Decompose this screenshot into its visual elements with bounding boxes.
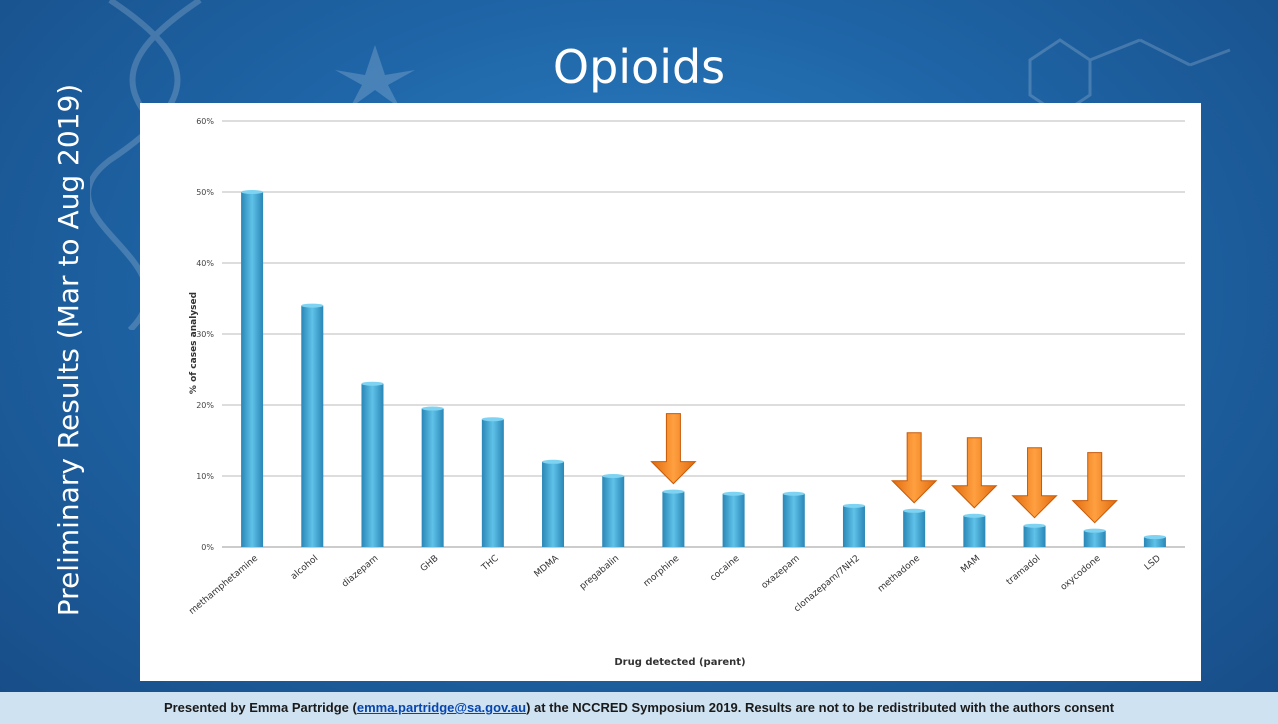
side-title: Preliminary Results (Mar to Aug 2019): [52, 83, 85, 617]
bar-cap: [722, 491, 745, 496]
bar-clonazepam-7nh2: [842, 505, 865, 547]
bar-ghb: [421, 408, 444, 547]
bar-cap: [842, 503, 865, 508]
bar-alcohol: [301, 305, 324, 547]
highlight-arrow-oxycodone: [1071, 452, 1118, 524]
highlight-arrow-tramadol: [1011, 447, 1058, 519]
bar-cap: [241, 190, 264, 194]
y-tick-label: 0%: [201, 543, 214, 552]
y-tick-label: 30%: [196, 330, 214, 339]
x-tick-label: LSD: [1143, 554, 1163, 573]
bar-oxazepam: [782, 493, 805, 547]
molecule-decoration: [1028, 38, 1231, 117]
bar-cap: [662, 489, 685, 494]
y-tick-label: 10%: [196, 472, 214, 481]
bar-morphine: [662, 491, 685, 547]
x-tick-label: oxazepam: [760, 554, 802, 591]
x-tick-label: morphine: [642, 553, 682, 589]
x-tick-label: GHB: [419, 554, 441, 574]
bar-lsd: [1143, 537, 1166, 547]
bar-cap: [963, 513, 986, 518]
footer-suffix: ) at the NCCRED Symposium 2019. Results …: [526, 700, 1115, 715]
x-tick-label: MAM: [959, 554, 982, 576]
x-tick-label: THC: [479, 554, 500, 574]
chart-panel: 0% 10% 20% 30% 40% 50% 60% methamphetamine alcoh…: [140, 103, 1201, 681]
x-tick-label: oxycodone: [1059, 553, 1103, 592]
bar-tramadol: [1023, 525, 1046, 547]
bar-mam: [963, 515, 986, 547]
bar-cap: [602, 474, 625, 478]
x-tick-label: diazepam: [340, 554, 380, 590]
x-tick-label: cocaine: [709, 553, 742, 583]
email-link[interactable]: emma.partridge@sa.gov.au: [356, 700, 527, 715]
x-axis-title: Drug detected (parent): [614, 657, 745, 668]
slide-title: Opioids: [552, 40, 726, 94]
bar-cap: [361, 381, 384, 386]
y-axis-title: % of cases analysed: [189, 292, 199, 394]
bar-cap: [421, 406, 444, 411]
leaf-decoration: [335, 45, 415, 108]
highlight-arrow-methadone: [890, 432, 938, 504]
bar-methadone: [903, 510, 926, 547]
footer-bar: Presented by Emma Partridge (emma.partri…: [0, 692, 1278, 724]
x-tick-label: methadone: [876, 553, 922, 594]
x-tick-label: clonazepam/7NH2: [792, 554, 862, 615]
y-tick-label: 40%: [196, 259, 214, 268]
y-tick-label: 20%: [196, 401, 214, 410]
highlight-arrow-mam: [951, 437, 998, 509]
bar-cap: [481, 417, 504, 422]
x-tick-label: MDMA: [533, 553, 562, 580]
bar-cap: [903, 508, 926, 513]
bar-diazepam: [361, 383, 384, 547]
bar-pregabalin: [602, 476, 625, 547]
footer-prefix: Presented by Emma Partridge (: [163, 700, 357, 715]
y-tick-label: 50%: [196, 188, 214, 197]
x-tick-label: tramadol: [1005, 554, 1043, 588]
bar-cap: [1083, 528, 1106, 533]
bar-mdma: [542, 461, 565, 547]
y-tick-label: 60%: [196, 117, 214, 126]
bar-cap: [301, 303, 324, 308]
bar-cap: [1143, 535, 1166, 540]
bar-cocaine: [722, 493, 745, 547]
bar-oxycodone: [1083, 530, 1106, 547]
x-tick-label: alcohol: [289, 554, 320, 582]
x-tick-label: pregabalin: [578, 554, 621, 592]
x-tick-label: methamphetamine: [187, 553, 260, 616]
bar-chart: 0% 10% 20% 30% 40% 50% 60% methamphetamine alcoh…: [187, 117, 1185, 668]
bar-cap: [542, 459, 565, 464]
bar-cap: [782, 491, 805, 496]
highlight-arrow-morphine: [650, 413, 697, 485]
bar-methamphetamine: [241, 192, 264, 547]
bar-thc: [481, 419, 504, 547]
bar-cap: [1023, 523, 1046, 528]
